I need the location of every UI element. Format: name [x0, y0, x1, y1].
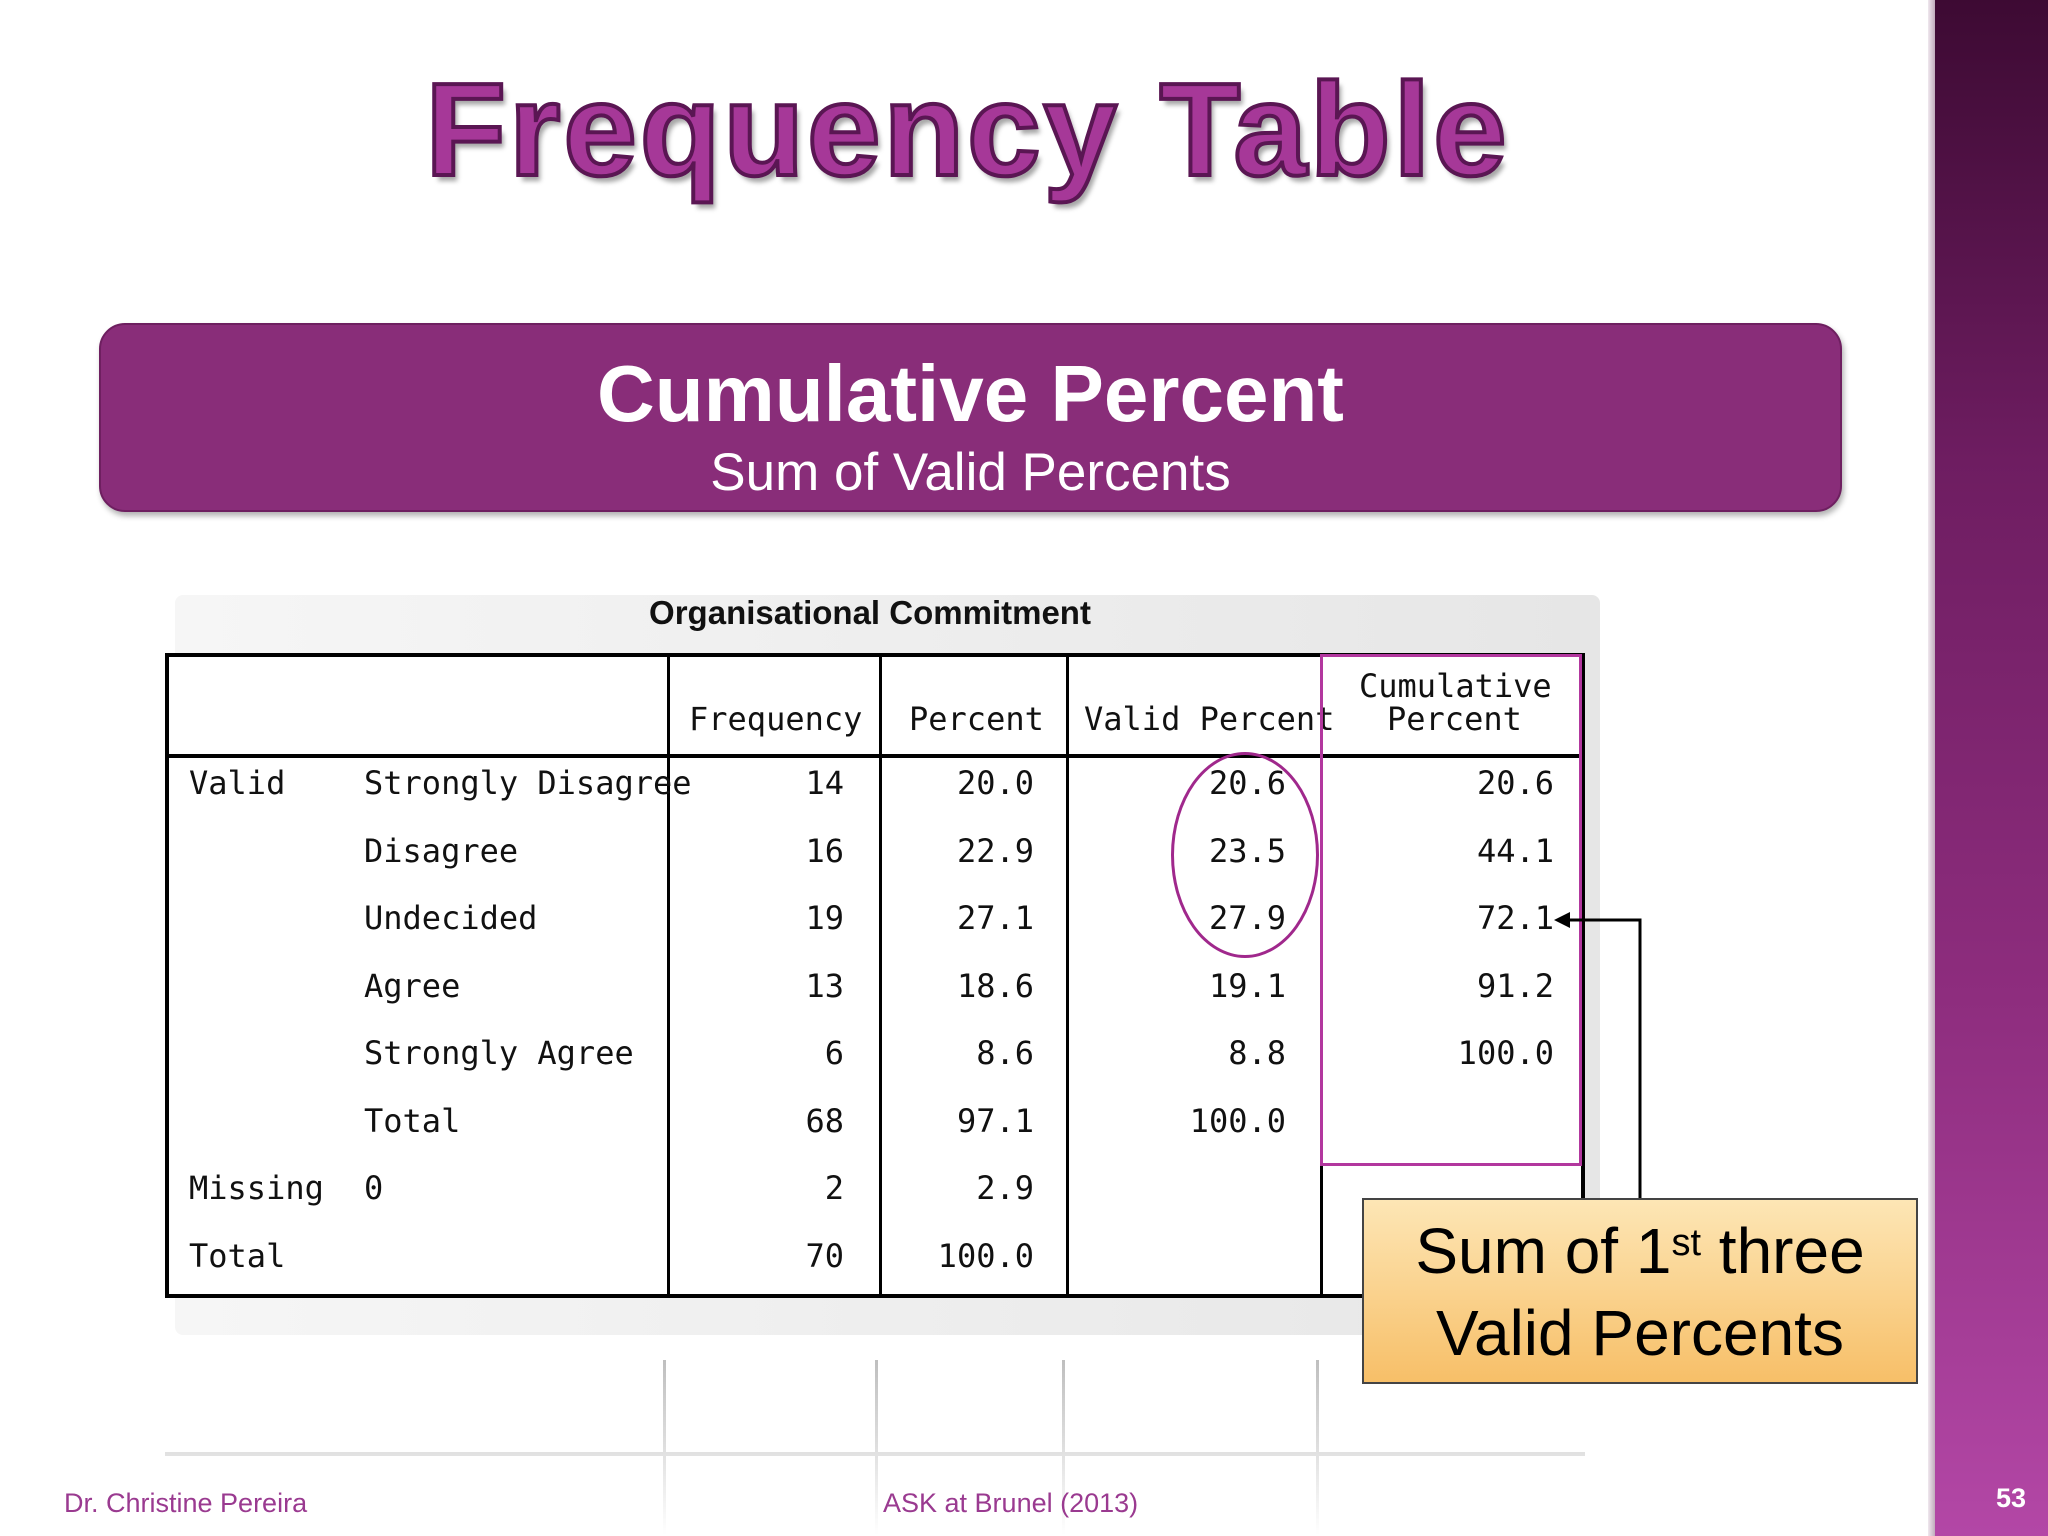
footer-course: ASK at Brunel (2013)	[883, 1488, 1139, 1518]
callout-arrow	[1554, 912, 1642, 1210]
row-group: Total	[189, 1236, 286, 1275]
row-group: Missing	[189, 1169, 324, 1207]
header-percent: Percent	[909, 700, 1044, 738]
header-frequency: Frequency	[689, 700, 863, 738]
callout-line2: Valid Percents	[1436, 1297, 1844, 1369]
cell-percent: 97.1	[956, 1101, 1034, 1140]
footer-author: Dr. Christine Pereira	[64, 1488, 308, 1518]
row-label: Agree	[364, 966, 461, 1005]
cell-percent: 2.9	[976, 1169, 1034, 1207]
row-label: Disagree	[364, 831, 519, 870]
callout-line1-b: three	[1701, 1215, 1865, 1287]
callout-box: Sum of 1st three Valid Percents	[1362, 1198, 1918, 1384]
cell-cumulative-percent: 72.1	[1476, 899, 1554, 937]
cell-cumulative-percent: 20.6	[1476, 764, 1554, 802]
cell-valid-percent: 8.8	[1228, 1034, 1286, 1072]
cell-percent: 27.1	[956, 899, 1034, 937]
callout-sup: st	[1671, 1222, 1702, 1264]
cell-frequency: 19	[805, 899, 844, 937]
banner-subtitle: Sum of Valid Percents	[710, 443, 1231, 502]
row-label: Total	[364, 1101, 461, 1140]
row-label: Undecided	[364, 899, 538, 937]
cell-frequency: 13	[805, 966, 844, 1005]
cell-frequency: 16	[805, 831, 844, 870]
column-divider	[879, 657, 882, 1294]
cell-frequency: 70	[805, 1236, 844, 1275]
valid-percent-highlight-circle	[1171, 752, 1319, 958]
column-divider	[667, 657, 670, 1294]
cell-frequency: 6	[824, 1034, 844, 1072]
cell-percent: 18.6	[956, 966, 1034, 1005]
callout-line1-a: Sum of 1	[1415, 1215, 1672, 1287]
cumulative-highlight-box	[1320, 654, 1582, 1166]
header-cumulative-percent: Percent	[1387, 700, 1522, 738]
cell-percent: 22.9	[956, 831, 1034, 870]
row-label: Strongly Disagree	[364, 764, 692, 802]
cell-percent: 100.0	[937, 1236, 1034, 1275]
header-valid-percent: Valid Percent	[1084, 700, 1335, 738]
cell-percent: 20.0	[956, 764, 1034, 802]
cell-cumulative-percent: 100.0	[1457, 1034, 1554, 1072]
table-reflection	[165, 1360, 1585, 1536]
cell-valid-percent: 19.1	[1208, 966, 1286, 1005]
cell-valid-percent: 100.0	[1189, 1101, 1286, 1140]
header-divider	[169, 754, 1581, 758]
row-label: Strongly Agree	[364, 1034, 634, 1072]
decorative-sidebar	[1935, 0, 2048, 1536]
table-title: Organisational Commitment	[649, 594, 1091, 631]
cell-frequency: 68	[805, 1101, 844, 1140]
slide-title: Frequency Table	[423, 56, 1510, 203]
cell-cumulative-percent: 44.1	[1476, 831, 1554, 870]
cell-frequency: 2	[824, 1169, 844, 1207]
cell-percent: 8.6	[976, 1034, 1034, 1072]
column-divider	[1066, 657, 1069, 1294]
row-label: 0	[364, 1169, 384, 1207]
cell-cumulative-percent: 91.2	[1476, 966, 1554, 1005]
cell-frequency: 14	[805, 764, 844, 802]
banner: Cumulative Percent Sum of Valid Percents	[99, 323, 1842, 512]
page-number: 53	[1995, 1483, 2027, 1513]
header-cumulative: Cumulative	[1359, 667, 1552, 705]
row-group: Valid	[189, 764, 286, 802]
banner-title: Cumulative Percent	[597, 349, 1344, 438]
sidebar-edge	[1928, 0, 1936, 1536]
frequency-table: Frequency Percent Valid Percent Cumulati…	[165, 653, 1585, 1298]
